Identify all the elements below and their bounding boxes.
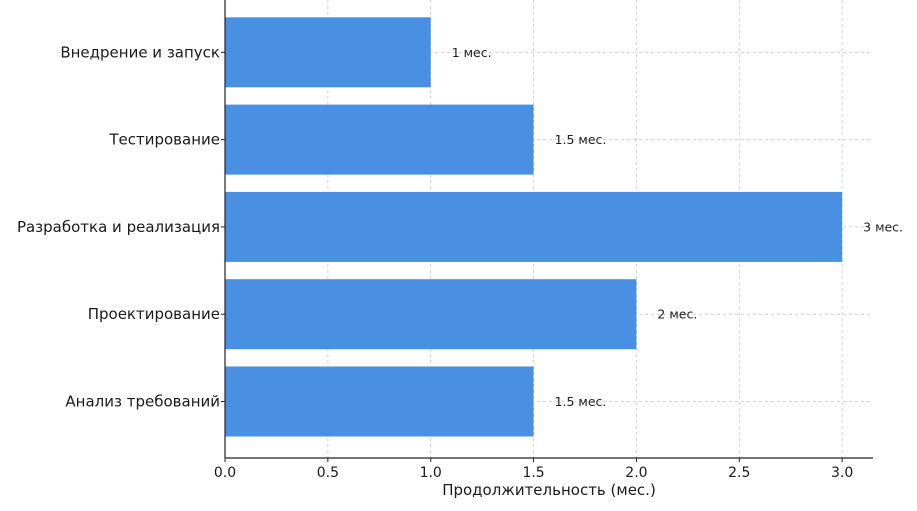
category-label-3: Тестирование xyxy=(108,131,220,149)
bar-3 xyxy=(225,104,534,175)
x-axis-title: Продолжительность (мес.) xyxy=(442,481,656,499)
bar-1 xyxy=(225,279,637,350)
category-labels: Анализ требований Проектирование Разработк… xyxy=(17,43,220,410)
x-tick-label-0: 0.0 xyxy=(214,465,236,481)
value-label-4: 1 мес. xyxy=(452,45,492,60)
value-label-1: 2 мес. xyxy=(657,307,697,322)
x-tick-label-6: 3.0 xyxy=(831,465,853,481)
category-label-1: Проектирование xyxy=(88,305,220,323)
x-tick-label-3: 1.5 xyxy=(522,465,544,481)
value-label-0: 1.5 мес. xyxy=(555,394,607,409)
x-tick-label-2: 1.0 xyxy=(420,465,442,481)
category-label-0: Анализ требований xyxy=(65,393,220,411)
x-tick-label-5: 2.5 xyxy=(728,465,750,481)
axes xyxy=(224,0,873,459)
bar-4 xyxy=(225,17,431,88)
bars xyxy=(225,17,843,437)
x-tick-label-4: 2.0 xyxy=(625,465,647,481)
category-label-4: Внедрение и запуск xyxy=(60,43,220,61)
x-tick-label-1: 0.5 xyxy=(317,465,339,481)
value-label-3: 1.5 мес. xyxy=(555,132,607,147)
x-ticks: 0.0 0.5 1.0 1.5 2.0 2.5 3.0 xyxy=(214,51,853,481)
bar-0 xyxy=(225,366,534,437)
value-label-2: 3 мес. xyxy=(863,219,903,234)
value-labels: 1.5 мес. 2 мес. 3 мес. 1.5 мес. 1 мес. xyxy=(452,45,903,409)
bar-2 xyxy=(225,191,843,262)
category-label-2: Разработка и реализация xyxy=(17,218,220,236)
